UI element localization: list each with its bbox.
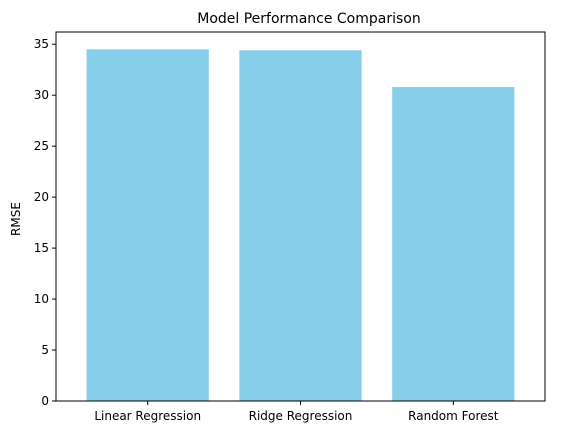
x-tick-label: Random Forest <box>408 409 499 423</box>
y-tick-label: 10 <box>34 292 49 306</box>
chart-title: Model Performance Comparison <box>197 11 420 27</box>
bar-random-forest <box>392 87 515 402</box>
y-tick-label: 20 <box>34 190 49 204</box>
y-tick-label: 15 <box>34 241 49 255</box>
x-tick-label: Linear Regression <box>94 409 201 423</box>
bar-linear-regression <box>86 49 209 401</box>
x-tick-label: Ridge Regression <box>249 409 353 423</box>
bar-ridge-regression <box>239 50 362 402</box>
y-axis-label: RMSE <box>9 202 23 236</box>
bars-layer <box>86 49 515 402</box>
y-tick-label: 35 <box>34 37 49 51</box>
y-tick-label: 5 <box>41 343 49 357</box>
y-tick-label: 0 <box>41 394 49 408</box>
y-tick-label: 30 <box>34 88 49 102</box>
y-tick-label: 25 <box>34 139 49 153</box>
ticks-layer: 0 5 10 15 20 25 30 35 Linear Regression Ridge Reg… <box>34 37 499 423</box>
